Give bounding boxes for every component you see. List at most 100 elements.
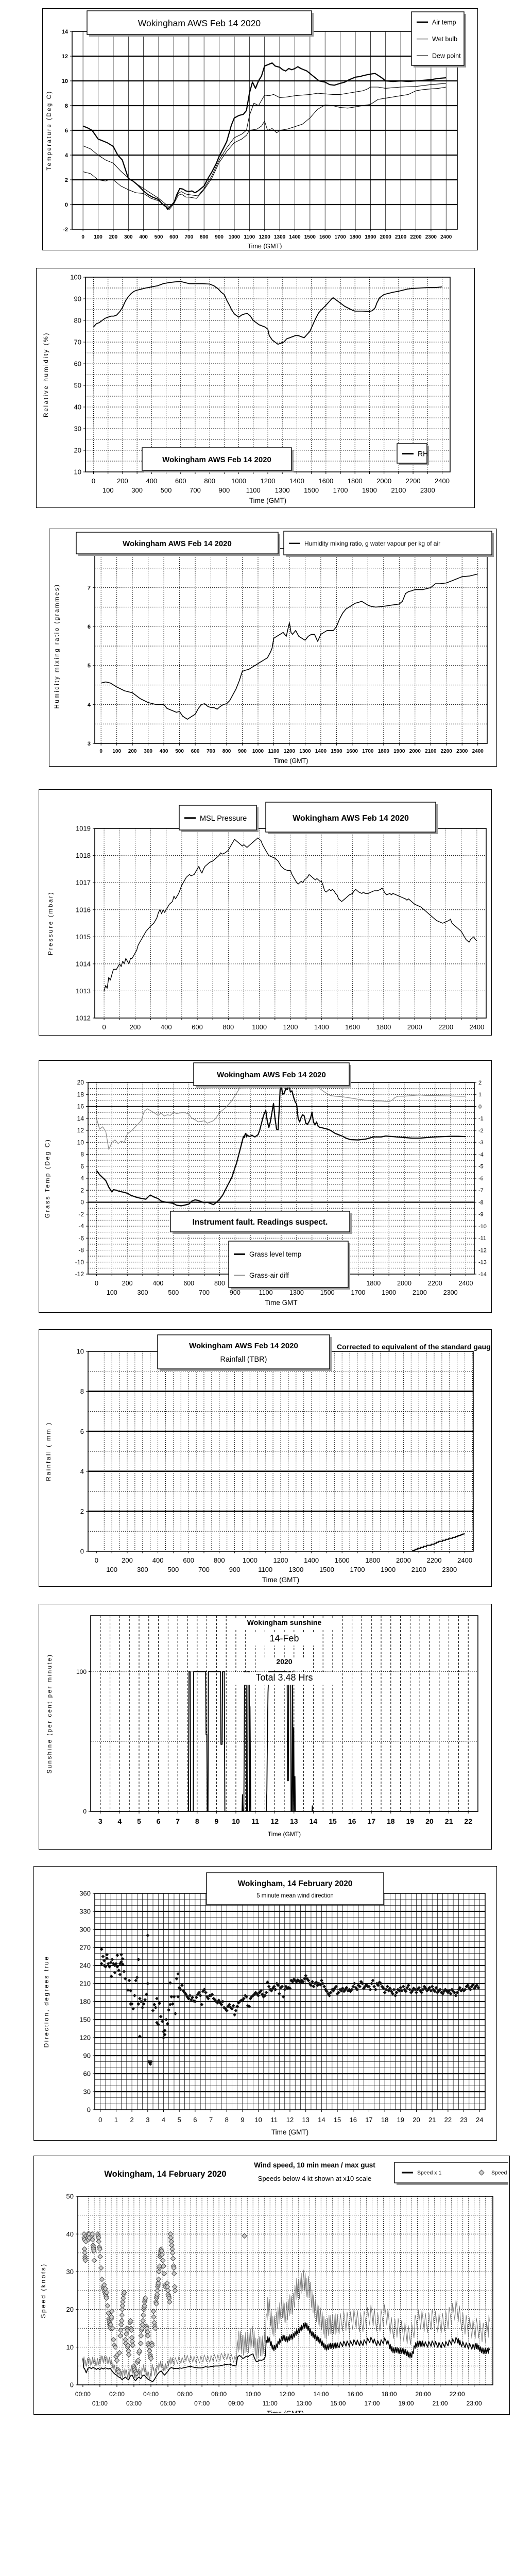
chart-text: 8 — [80, 1387, 84, 1395]
scatter-point — [89, 2231, 95, 2237]
scatter-point — [105, 2302, 111, 2309]
scatter-point — [120, 2295, 126, 2301]
scatter-point — [210, 1992, 214, 1996]
chart-canvas-0: 0 100 200 300 400 500 600 700 800 900 1000 1100 1200… — [46, 10, 466, 249]
scatter-point — [230, 2007, 234, 2011]
scatter-point — [105, 1956, 109, 1960]
chart-text: 12:00 — [279, 2391, 295, 2398]
chart-text: 02:00 — [109, 2391, 125, 2398]
scatter-point — [234, 2009, 238, 2012]
series-line — [83, 87, 447, 210]
chart-text: 700 — [198, 1566, 210, 1573]
chart-text: 900 — [219, 486, 230, 494]
scatter-point — [142, 2302, 147, 2309]
scatter-point — [193, 1999, 197, 2004]
chart-text: 2200 — [438, 1023, 453, 1031]
chart-text: 18:00 — [381, 2391, 397, 2398]
chart-text: 8 — [225, 2116, 229, 2124]
scatter-point — [97, 2253, 103, 2260]
axis-labels: 0100200300400500600700800900100011001200… — [45, 1348, 472, 1584]
scatter-point — [171, 2270, 177, 2277]
chart-text: -4 — [478, 1151, 484, 1158]
series-layer — [93, 281, 442, 345]
chart-text: -14 — [478, 1272, 487, 1278]
series-layer — [100, 1671, 478, 1811]
chart-text: 100 — [106, 1566, 117, 1573]
chart-text: 21 — [428, 2116, 436, 2124]
chart-text: Wokingham sunshine — [247, 1618, 322, 1626]
chart-text: -7 — [478, 1188, 484, 1194]
chart-text: 300 — [124, 234, 133, 240]
chart-text: 1300 — [299, 749, 311, 754]
chart-text: 21 — [445, 1817, 453, 1825]
scatter-point — [117, 2333, 123, 2339]
chart-text: 2300 — [443, 1289, 458, 1296]
chart-text: 2200 — [427, 1556, 442, 1564]
scatter-point — [158, 2002, 162, 2005]
chart-text: 1900 — [382, 1289, 396, 1296]
chart-text: 1800 — [378, 749, 390, 754]
scatter-point — [394, 1991, 399, 1994]
chart-text: 700 — [184, 234, 193, 240]
axis-labels: 0100200300400500600700800900100011001200… — [42, 274, 450, 504]
chart-text: 1600 — [345, 1023, 360, 1031]
chart-text: 1900 — [365, 234, 376, 240]
chart-text: 1000 — [243, 1556, 258, 1564]
scatter-point — [264, 1991, 268, 1994]
chart-text: 1500 — [319, 1566, 334, 1573]
chart-text: 2400 — [435, 477, 450, 485]
scatter-point — [97, 2246, 103, 2252]
scatter-point — [276, 1984, 280, 1987]
chart-text: -10 — [75, 1259, 84, 1266]
chart-text: 900 — [230, 1289, 241, 1296]
chart-text: 24 — [476, 2116, 483, 2124]
chart-text: 300 — [138, 1289, 148, 1296]
chart-text: 13 — [302, 2116, 309, 2124]
scatter-point — [151, 2009, 155, 2012]
chart-text: 19:00 — [399, 2400, 414, 2407]
chart-text: 0 — [95, 1280, 98, 1287]
chart-text: 8 — [80, 1151, 84, 1158]
chart-text: 800 — [222, 749, 231, 754]
chart-text: 400 — [161, 1023, 172, 1031]
overlays: Wokingham sunshine 14-Feb 2020 Total 3.48 H… — [228, 1618, 341, 1685]
chart-text: 80 — [74, 317, 81, 325]
chart-text: Wokingham AWS Feb 14 2020 — [217, 1071, 326, 1079]
series-line — [96, 1082, 466, 1150]
scatter-point — [119, 2312, 125, 2318]
scatter-point — [110, 2325, 116, 2331]
chart-text: 08:00 — [211, 2391, 227, 2398]
scatter-point — [123, 2331, 129, 2337]
chart-text: 1700 — [351, 1289, 365, 1296]
overlays: Wokingham AWS Feb 14 2020 Rainfall (TBR) C… — [157, 1334, 490, 1371]
chart-text: 330 — [79, 1908, 91, 1916]
chart-text: 100 — [102, 486, 114, 494]
chart-text: 1200 — [259, 234, 271, 240]
chart-text: 1800 — [366, 1280, 381, 1287]
chart-text: 2400 — [440, 234, 452, 240]
scatter-point — [387, 1989, 391, 1993]
chart-text: -8 — [78, 1247, 84, 1254]
scatter-point — [163, 2028, 167, 2032]
scatter-point — [171, 2265, 177, 2271]
chart-text: 0 — [80, 1199, 84, 1206]
chart-text: 180 — [79, 1998, 91, 2006]
chart-text: Time (GMT) — [268, 1831, 301, 1838]
gridlines — [88, 1082, 474, 1274]
chart-text: 05:00 — [160, 2400, 176, 2407]
series-line — [100, 1671, 478, 1811]
scatter-point — [144, 1992, 148, 1996]
scatter-point — [143, 1998, 147, 2002]
scatter-point — [129, 1989, 133, 1993]
chart-text: 5 — [178, 2116, 181, 2124]
chart-text: 14 — [62, 29, 68, 35]
chart-text: 1014 — [76, 960, 91, 968]
scatter-point — [118, 1973, 122, 1976]
chart-text: 15 — [334, 2116, 341, 2124]
chart-text: -9 — [478, 1212, 484, 1218]
chart-text: 20:00 — [416, 2391, 431, 2398]
scatter-point — [159, 2252, 165, 2258]
chart-text: 23 — [460, 2116, 467, 2124]
scatter-point — [139, 1999, 143, 2004]
scatter-point — [269, 1989, 273, 1993]
